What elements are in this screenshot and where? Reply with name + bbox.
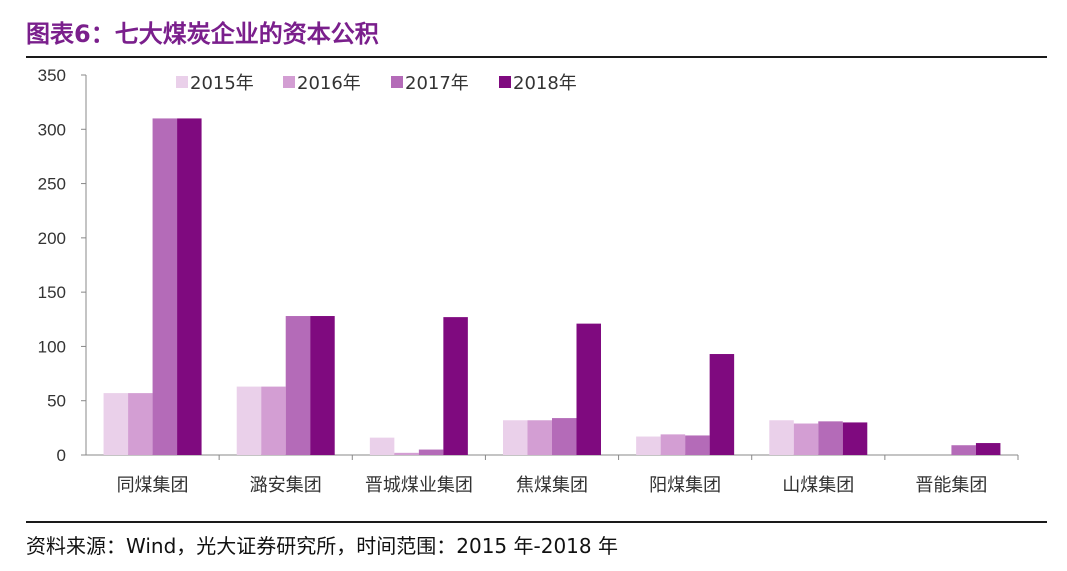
bar	[152, 118, 178, 455]
legend: 2015年 2016年 2017年 2018年	[176, 73, 577, 94]
chart-title: 图表6：七大煤炭企业的资本公积	[26, 20, 379, 48]
bar	[709, 354, 735, 455]
title-rule	[26, 56, 1047, 58]
y-tick-label: 350	[38, 66, 66, 85]
bar	[418, 449, 444, 455]
bar	[503, 420, 528, 455]
bar	[793, 423, 819, 455]
legend-label: 2017年	[405, 73, 469, 94]
bar	[128, 393, 153, 455]
y-tick-label: 250	[38, 175, 66, 194]
bar	[842, 422, 868, 455]
bar	[576, 323, 601, 455]
bar	[261, 386, 286, 455]
y-tick-label: 200	[38, 229, 66, 248]
x-tick-label: 晋能集团	[915, 475, 987, 496]
y-tick-label: 300	[38, 120, 66, 139]
y-tick-label: 100	[38, 337, 66, 356]
bar	[951, 445, 976, 455]
bar	[660, 434, 686, 455]
x-tick-label: 山煤集团	[782, 475, 854, 496]
legend-swatch	[391, 76, 403, 88]
legend-label: 2015年	[190, 73, 254, 94]
bar	[685, 435, 710, 455]
bar	[975, 443, 1001, 455]
bar	[285, 316, 311, 455]
legend-label: 2016年	[297, 73, 361, 94]
legend-label: 2018年	[513, 73, 577, 94]
bar	[369, 437, 395, 455]
bar	[552, 418, 577, 455]
bar	[177, 118, 202, 455]
bar	[310, 316, 335, 455]
bar	[103, 393, 129, 455]
x-tick-label: 潞安集团	[250, 475, 322, 496]
x-tick-label: 晋城煤业集团	[365, 475, 473, 496]
legend-swatch	[283, 76, 295, 88]
x-tick-label: 焦煤集团	[516, 475, 588, 496]
bar-chart: 0 50 100 150 200 250 300 350 同煤集团 潞安集团 晋城煤业集团 焦煤集团 阳…	[38, 66, 1019, 496]
bar	[527, 420, 552, 455]
source-rule	[26, 521, 1047, 523]
bars	[103, 118, 1001, 455]
source-note: 资料来源：Wind，光大证券研究所，时间范围：2015 年-2018 年	[26, 534, 618, 558]
y-tick-label: 50	[47, 392, 66, 411]
bar	[769, 420, 794, 455]
bar	[443, 317, 468, 455]
y-tick-label: 0	[57, 446, 66, 465]
bar	[636, 436, 661, 455]
legend-swatch	[499, 76, 511, 88]
y-tick-label: 150	[38, 283, 66, 302]
legend-swatch	[176, 76, 188, 88]
x-tick-label: 阳煤集团	[649, 475, 721, 496]
bar	[236, 386, 262, 455]
bar	[818, 421, 843, 455]
x-tick-label: 同煤集团	[117, 475, 189, 496]
bar	[394, 452, 419, 455]
